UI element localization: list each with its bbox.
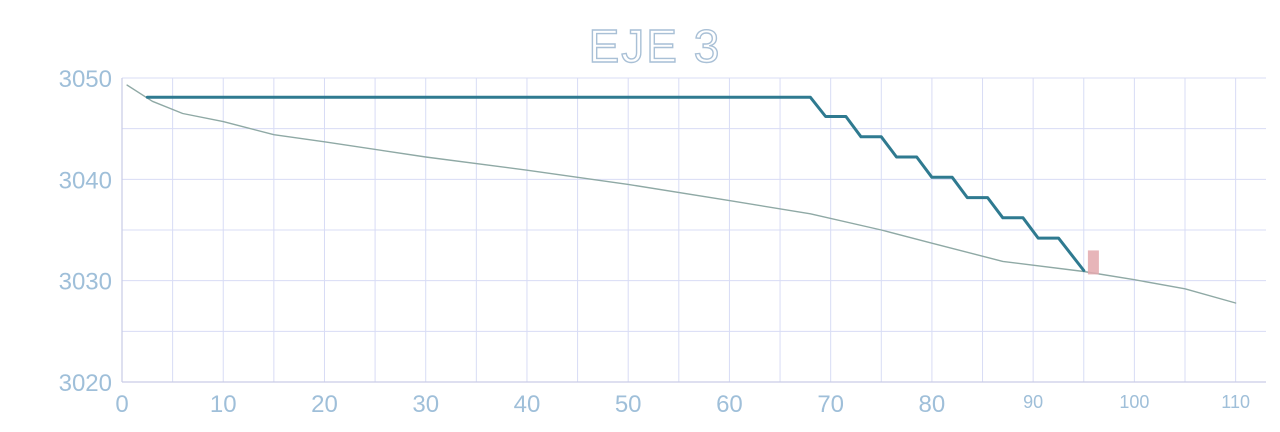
series-layer xyxy=(126,84,1237,304)
x-tick-label: 110 xyxy=(1221,392,1250,412)
x-tick-label: 40 xyxy=(514,391,541,418)
x-tick-label: 30 xyxy=(412,391,439,418)
y-tick-label: 3040 xyxy=(59,167,112,194)
y-tick-label: 3030 xyxy=(59,269,112,296)
annotation-marker xyxy=(1087,250,1099,275)
grid xyxy=(122,77,1266,382)
annotation-layer xyxy=(1087,250,1099,275)
x-tick-label: 100 xyxy=(1119,392,1149,412)
x-tick-label: 0 xyxy=(115,391,128,418)
series-line-1 xyxy=(126,84,1237,304)
x-tick-label: 70 xyxy=(817,391,844,418)
series-line-2 xyxy=(145,95,1086,272)
x-tick-label: 60 xyxy=(716,391,743,418)
x-tick-label: 90 xyxy=(1023,392,1043,412)
axes xyxy=(121,78,1266,383)
x-tick-label: 50 xyxy=(615,391,642,418)
y-tick-label: 3020 xyxy=(59,370,112,397)
x-tick-label: 20 xyxy=(311,391,338,418)
chart-title: EJE 3 xyxy=(589,20,722,72)
x-tick-label: 10 xyxy=(210,391,237,418)
y-tick-label: 3050 xyxy=(59,66,112,93)
x-tick-label: 80 xyxy=(919,391,946,418)
